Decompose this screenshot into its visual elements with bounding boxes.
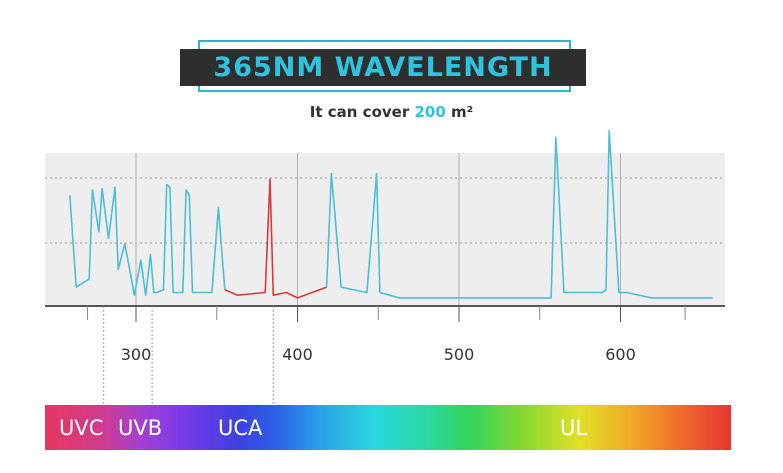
coverage-subtitle: It can cover 200 m² xyxy=(0,103,783,121)
subtitle-prefix: It can cover xyxy=(309,103,415,121)
spectrum-bar xyxy=(45,405,731,450)
x-tick-label-500: 500 xyxy=(444,345,475,364)
page-title: 365NM WAVELENGTH xyxy=(180,49,586,86)
band-label-uvb: UVB xyxy=(118,416,163,440)
band-label-ul: UL xyxy=(560,416,588,440)
x-tick-label-600: 600 xyxy=(605,345,636,364)
coverage-unit: m² xyxy=(451,103,474,121)
x-tick-label-400: 400 xyxy=(282,345,313,364)
band-label-uca: UCA xyxy=(218,416,263,440)
series-line-0 xyxy=(69,183,226,297)
series-line-highlight xyxy=(224,178,327,299)
x-tick-label-300: 300 xyxy=(121,345,152,364)
series-line-2 xyxy=(325,129,713,299)
band-label-uvc: UVC xyxy=(59,416,104,440)
coverage-value: 200 xyxy=(414,103,446,121)
